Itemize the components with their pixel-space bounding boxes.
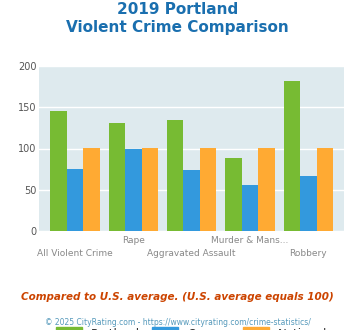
- Text: Aggravated Assault: Aggravated Assault: [147, 249, 236, 258]
- Text: Compared to U.S. average. (U.S. average equals 100): Compared to U.S. average. (U.S. average …: [21, 292, 334, 302]
- Bar: [200, 148, 217, 231]
- Bar: [67, 169, 83, 231]
- Legend: Portland, Oregon, National: Portland, Oregon, National: [51, 323, 332, 330]
- Bar: [125, 149, 142, 231]
- Text: Violent Crime Comparison: Violent Crime Comparison: [66, 20, 289, 35]
- Bar: [242, 185, 258, 231]
- Text: © 2025 CityRating.com - https://www.cityrating.com/crime-statistics/: © 2025 CityRating.com - https://www.city…: [45, 318, 310, 327]
- Text: 2019 Portland: 2019 Portland: [117, 2, 238, 16]
- Bar: [284, 81, 300, 231]
- Bar: [300, 176, 317, 231]
- Bar: [317, 148, 333, 231]
- Bar: [83, 148, 100, 231]
- Bar: [50, 112, 67, 231]
- Text: Robbery: Robbery: [290, 249, 327, 258]
- Bar: [184, 170, 200, 231]
- Text: Rape: Rape: [122, 236, 145, 245]
- Bar: [142, 148, 158, 231]
- Bar: [109, 123, 125, 231]
- Text: Murder & Mans...: Murder & Mans...: [211, 236, 289, 245]
- Bar: [167, 120, 184, 231]
- Bar: [225, 158, 242, 231]
- Bar: [258, 148, 275, 231]
- Text: All Violent Crime: All Violent Crime: [37, 249, 113, 258]
